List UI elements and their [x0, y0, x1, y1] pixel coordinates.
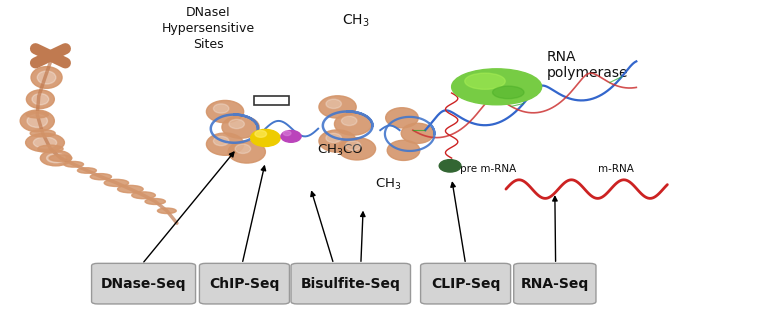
- Ellipse shape: [104, 179, 129, 186]
- Ellipse shape: [319, 130, 356, 152]
- Text: CH$_3$CO: CH$_3$CO: [317, 143, 363, 158]
- Ellipse shape: [90, 174, 112, 180]
- Ellipse shape: [281, 131, 301, 142]
- Ellipse shape: [439, 160, 461, 172]
- Ellipse shape: [37, 71, 56, 84]
- Ellipse shape: [326, 133, 341, 143]
- Ellipse shape: [78, 168, 96, 173]
- Ellipse shape: [47, 153, 65, 163]
- Ellipse shape: [206, 133, 244, 155]
- Text: m-RNA: m-RNA: [598, 164, 633, 174]
- Text: DNase-Seq: DNase-Seq: [101, 277, 186, 291]
- Ellipse shape: [32, 94, 49, 105]
- Ellipse shape: [64, 162, 84, 167]
- Ellipse shape: [251, 129, 280, 147]
- Ellipse shape: [345, 141, 361, 150]
- Ellipse shape: [334, 113, 372, 135]
- Ellipse shape: [235, 144, 251, 153]
- Ellipse shape: [222, 116, 259, 138]
- Ellipse shape: [31, 67, 62, 88]
- Text: Bisulfite-Seq: Bisulfite-Seq: [301, 277, 400, 291]
- FancyBboxPatch shape: [291, 263, 411, 304]
- Ellipse shape: [341, 116, 357, 126]
- Ellipse shape: [26, 90, 54, 108]
- Ellipse shape: [255, 131, 267, 137]
- Circle shape: [452, 69, 542, 105]
- Ellipse shape: [26, 112, 48, 118]
- Ellipse shape: [283, 131, 291, 136]
- FancyBboxPatch shape: [421, 263, 511, 304]
- Text: pre m-RNA: pre m-RNA: [460, 164, 516, 174]
- Ellipse shape: [158, 208, 176, 214]
- Ellipse shape: [326, 99, 341, 108]
- Ellipse shape: [386, 108, 418, 128]
- FancyBboxPatch shape: [199, 263, 289, 304]
- Ellipse shape: [387, 140, 420, 161]
- Text: DNaseI
Hypersensitive
Sites: DNaseI Hypersensitive Sites: [161, 6, 255, 51]
- Ellipse shape: [30, 130, 55, 137]
- Ellipse shape: [27, 114, 47, 127]
- Ellipse shape: [38, 145, 63, 153]
- Ellipse shape: [206, 100, 244, 123]
- Ellipse shape: [49, 155, 72, 162]
- Text: RNA-Seq: RNA-Seq: [521, 277, 589, 291]
- FancyBboxPatch shape: [92, 263, 196, 304]
- Ellipse shape: [319, 96, 356, 118]
- Text: CLIP-Seq: CLIP-Seq: [431, 277, 501, 291]
- FancyBboxPatch shape: [254, 96, 289, 105]
- Ellipse shape: [213, 136, 229, 146]
- Ellipse shape: [118, 185, 143, 193]
- Ellipse shape: [228, 141, 265, 163]
- Text: CH$_3$: CH$_3$: [375, 177, 401, 192]
- Ellipse shape: [132, 192, 155, 199]
- Ellipse shape: [229, 119, 244, 129]
- Circle shape: [493, 86, 524, 99]
- Ellipse shape: [213, 104, 229, 113]
- Ellipse shape: [145, 198, 165, 205]
- Ellipse shape: [338, 138, 376, 160]
- Ellipse shape: [401, 123, 434, 143]
- Ellipse shape: [20, 110, 54, 132]
- Text: CH$_3$: CH$_3$: [341, 12, 369, 29]
- Ellipse shape: [33, 137, 57, 148]
- Text: ChIP-Seq: ChIP-Seq: [210, 277, 279, 291]
- Ellipse shape: [40, 150, 71, 166]
- Circle shape: [465, 73, 505, 89]
- Text: RNA
polymerase: RNA polymerase: [547, 50, 629, 80]
- Ellipse shape: [26, 133, 64, 152]
- FancyBboxPatch shape: [514, 263, 596, 304]
